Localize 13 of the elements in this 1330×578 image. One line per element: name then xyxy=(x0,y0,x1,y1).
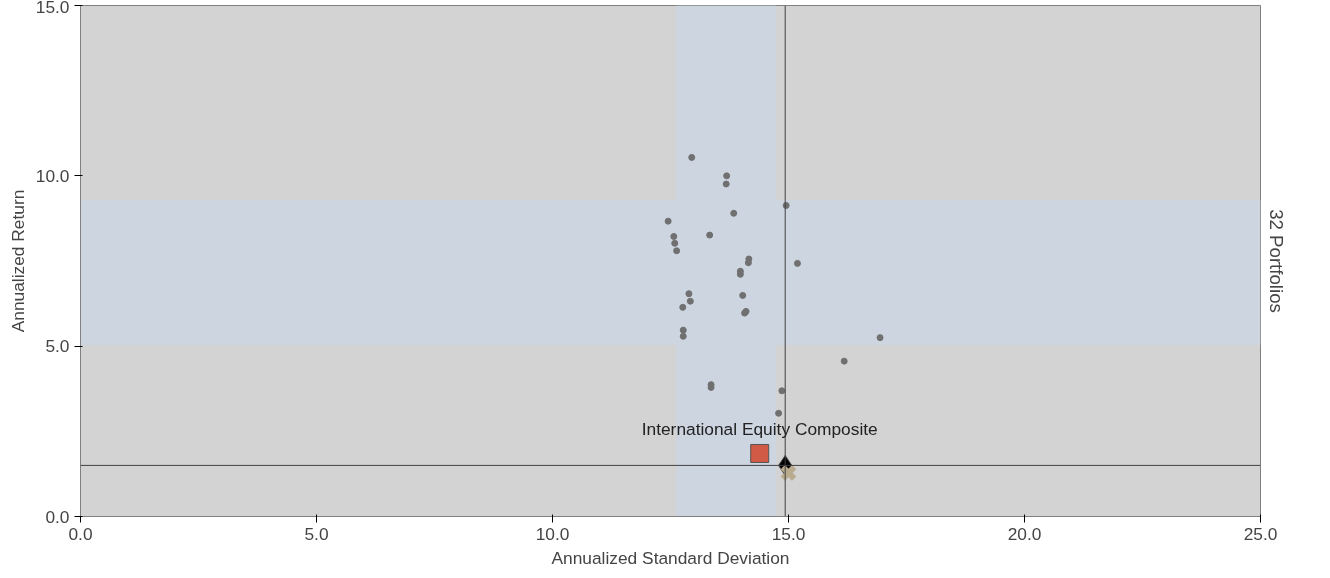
x-tick-label: 20.0 xyxy=(1007,523,1042,544)
x-tick-label: 15.0 xyxy=(771,523,806,544)
x-tick-label: 0.0 xyxy=(68,523,93,544)
y-axis-title: Annualized Return xyxy=(7,189,28,333)
x-axis-title: Annualized Standard Deviation xyxy=(551,547,790,568)
x-tick-label: 5.0 xyxy=(304,523,329,544)
x-tick-label: 10.0 xyxy=(535,523,570,544)
y-tick-label: 0.0 xyxy=(45,506,70,527)
text: 32 Portfolios xyxy=(1265,209,1287,313)
y-tick-label: 10.0 xyxy=(35,165,70,186)
y-tick-label: 5.0 xyxy=(45,336,70,357)
x-tick-label: 25.0 xyxy=(1243,523,1278,544)
y-tick-label: 15.0 xyxy=(35,0,70,17)
